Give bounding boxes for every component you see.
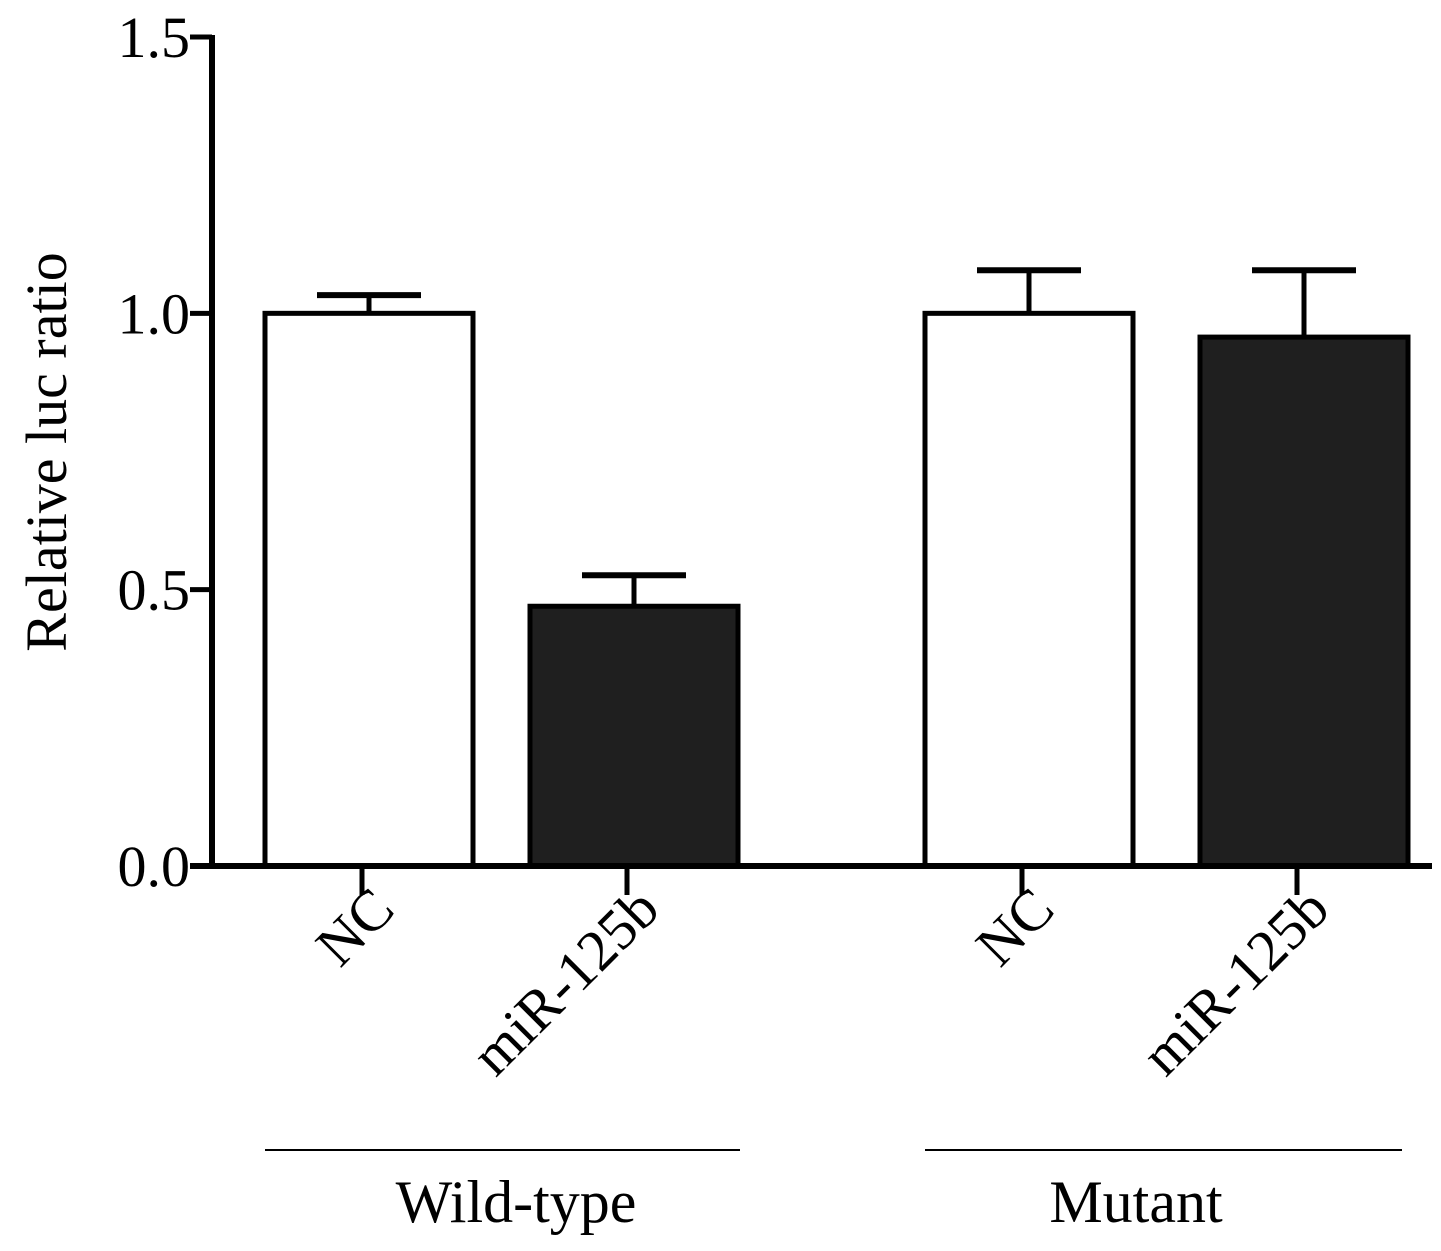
- bar-1: [527, 603, 741, 869]
- bar-2: [922, 310, 1136, 869]
- x-tick-label: miR-125b: [459, 875, 671, 1087]
- x-tick-label: NC: [303, 875, 406, 978]
- y-tick-label: 1.5: [118, 5, 191, 70]
- y-axis-label: Relative luc ratio: [14, 252, 79, 651]
- x-tick-label: miR-125b: [1129, 875, 1341, 1087]
- bar-3: [1197, 334, 1411, 869]
- y-tick-label: 0.0: [118, 834, 191, 899]
- bar-0: [262, 310, 476, 869]
- y-tick-label: 1.0: [118, 281, 191, 346]
- y-tick-label: 0.5: [118, 558, 191, 623]
- group-label-wild-type: Wild-type: [396, 1169, 637, 1235]
- group-label-mutant: Mutant: [1049, 1169, 1223, 1235]
- x-tick-label: NC: [963, 875, 1066, 978]
